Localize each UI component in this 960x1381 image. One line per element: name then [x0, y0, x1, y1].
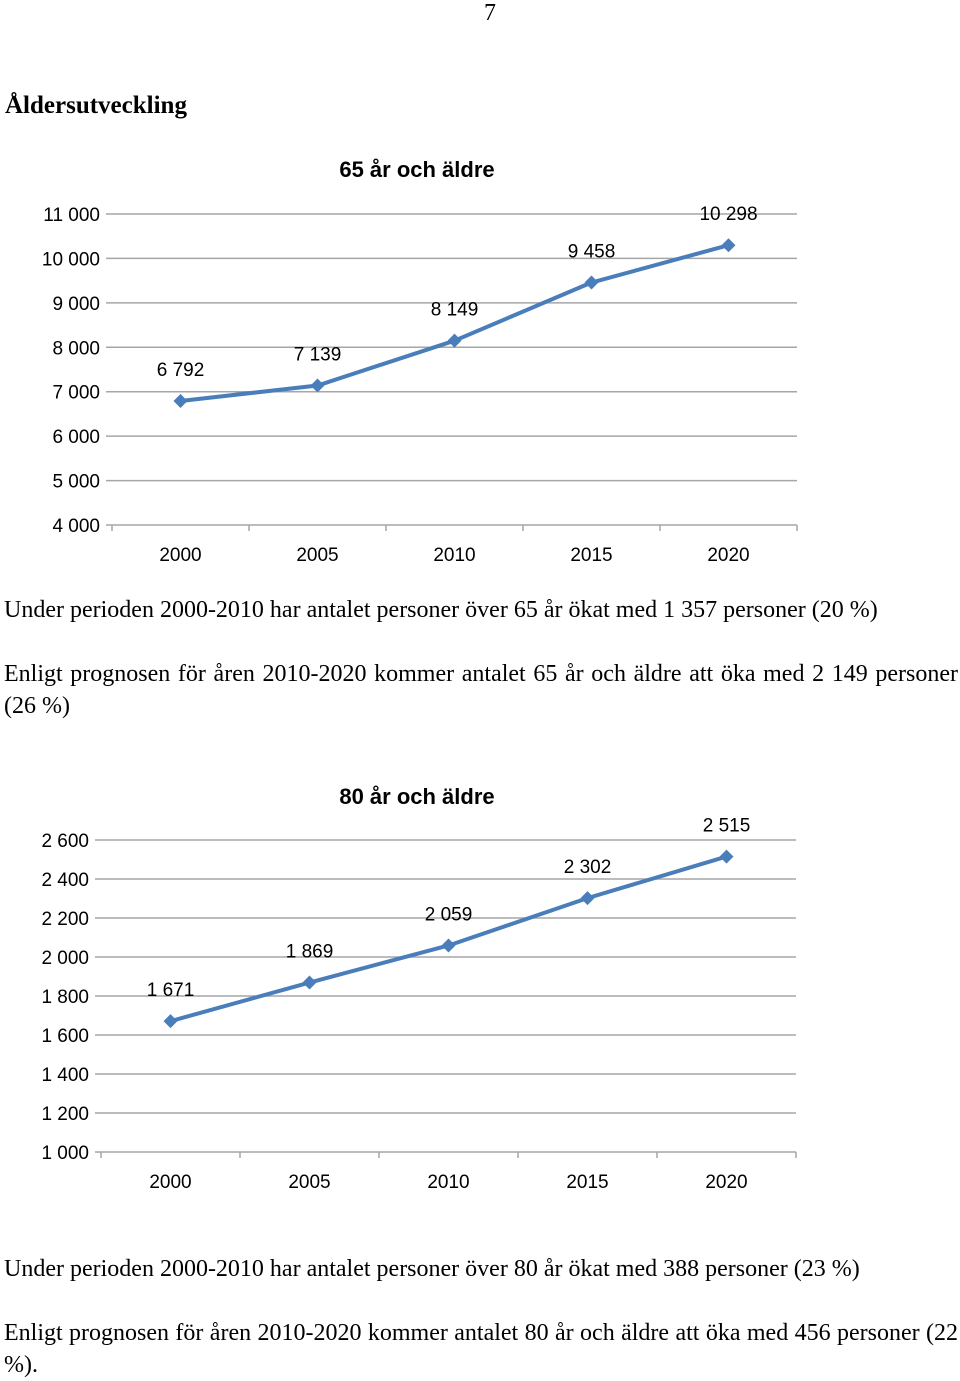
chart1-data-label: 7 139 [294, 345, 342, 366]
chart2-y-tick-label: 2 200 [41, 909, 89, 930]
chart2-data-label: 1 671 [147, 980, 195, 1001]
chart2-y-tick-label: 2 600 [41, 831, 89, 852]
chart2-x-tick-label: 2000 [149, 1172, 191, 1193]
section-heading: Åldersutveckling [5, 92, 187, 119]
paragraph-65-period: Under perioden 2000-2010 har antalet per… [4, 597, 878, 623]
chart1-data-point [173, 393, 188, 408]
chart2-y-tick-label: 1 600 [41, 1026, 89, 1047]
chart1-data-point [721, 238, 736, 253]
chart2-y-tick-label: 1 000 [41, 1143, 89, 1164]
chart1-y-tick-label: 4 000 [52, 516, 100, 537]
chart2-data-point [163, 1014, 178, 1029]
chart1-y-tick-label: 5 000 [52, 472, 100, 493]
chart1-series-line [180, 243, 730, 403]
chart1-data-label: 8 149 [431, 300, 479, 321]
chart1-y-tick-label: 8 000 [52, 338, 100, 359]
chart2-y-tick-label: 2 000 [41, 948, 89, 969]
chart1-x-tick-label: 2010 [433, 545, 475, 566]
chart2-y-tick-label: 1 800 [41, 987, 89, 1008]
chart2-data-point [441, 938, 456, 953]
chart2-x-tick-label: 2020 [705, 1172, 747, 1193]
chart2-data-point [302, 975, 317, 990]
paragraph-65-forecast: Enligt prognosen för åren 2010-2020 komm… [4, 661, 958, 719]
chart1-data-label: 10 298 [699, 204, 757, 225]
chart1-data-label: 9 458 [568, 242, 616, 263]
paragraph-80-forecast: Enligt prognosen för åren 2010-2020 komm… [4, 1320, 958, 1378]
chart2-x-tick-label: 2005 [288, 1172, 330, 1193]
chart2-y-tick-label: 2 400 [41, 870, 89, 891]
chart1-title: 65 år och äldre [339, 157, 494, 182]
chart1-x-tick-label: 2005 [296, 545, 338, 566]
chart1-x-tick-label: 2000 [159, 545, 201, 566]
chart1-data-point [584, 275, 599, 290]
chart2-y-tick-label: 1 200 [41, 1104, 89, 1125]
chart1-y-tick-label: 10 000 [42, 249, 100, 270]
chart2-x-tick-label: 2010 [427, 1172, 469, 1193]
chart2-data-point [719, 849, 734, 864]
chart-65-plus: 65 år och äldre 4 000 5 000 6 000 7 000 8 000… [0, 150, 960, 575]
chart1-data-point [447, 333, 462, 348]
paragraph-80-period: Under perioden 2000-2010 har antalet per… [4, 1256, 860, 1282]
chart2-x-tick-label: 2015 [566, 1172, 608, 1193]
chart1-x-tick-label: 2020 [707, 545, 749, 566]
chart-80-plus-svg: 80 år och äldre 1 000 1 200 1 400 1 600 1 800… [41, 784, 797, 1193]
chart2-y-tick-label: 1 400 [41, 1065, 89, 1086]
chart2-data-label: 2 302 [564, 857, 612, 878]
chart2-data-label: 1 869 [286, 942, 334, 963]
chart1-x-tick-label: 2015 [570, 545, 612, 566]
chart-80-plus: 80 år och äldre 1 000 1 200 1 400 1 600 1 800… [0, 778, 960, 1203]
chart1-y-tick-label: 9 000 [52, 294, 100, 315]
chart2-title: 80 år och äldre [339, 784, 494, 809]
chart1-y-tick-label: 7 000 [52, 383, 100, 404]
chart1-data-label: 6 792 [157, 360, 205, 381]
chart2-data-label: 2 515 [703, 816, 751, 837]
chart2-data-point [580, 891, 595, 906]
chart2-data-label: 2 059 [425, 904, 473, 925]
chart1-y-tick-label: 11 000 [43, 205, 100, 226]
chart1-data-point [310, 378, 325, 393]
chart1-y-tick-label: 6 000 [52, 427, 100, 448]
chart-65-plus-svg: 65 år och äldre 4 000 5 000 6 000 7 000 8 000… [42, 157, 798, 566]
page-number: 7 [484, 0, 496, 26]
